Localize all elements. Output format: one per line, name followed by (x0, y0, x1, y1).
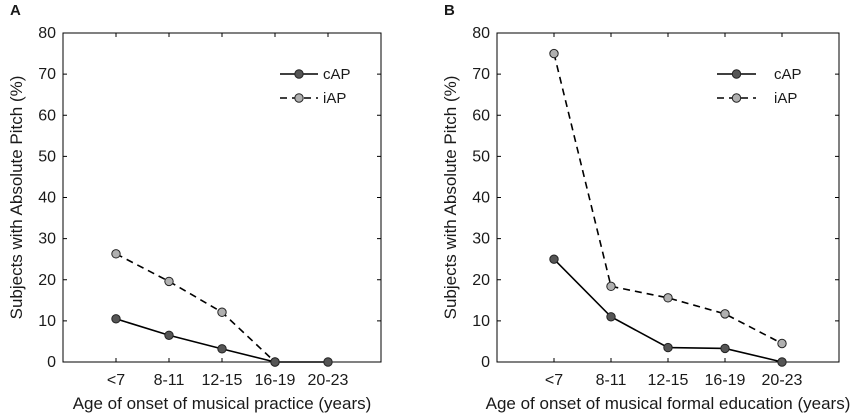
series-iap-point (549, 48, 559, 59)
legend-iap-marker (294, 93, 304, 103)
x-tick-label: 20-23 (762, 372, 803, 389)
legend-iap-marker (731, 93, 742, 103)
chart-panel-b: B 0 10 20 30 40 50 60 70 80 <7 8-11 12-15 16-19 20-23 A… (441, 2, 850, 413)
y-tick-label: 70 (38, 66, 56, 83)
series-iap-point (720, 309, 730, 319)
series-iap-line (553, 53, 783, 345)
series-iap-point (663, 293, 673, 303)
y-tick-label: 0 (481, 354, 490, 371)
series-cap-point (663, 342, 673, 353)
x-tick-label: 8-11 (154, 372, 185, 389)
series-iap-point (217, 307, 227, 317)
series-cap-point (606, 312, 616, 322)
series-iap-point (164, 276, 174, 287)
y-tick-label: 80 (472, 25, 490, 42)
series-cap-point (720, 343, 730, 354)
y-tick-label: 50 (38, 148, 56, 165)
series-cap-point (777, 357, 787, 367)
x-tick-label: 20-23 (308, 372, 349, 389)
series-cap-point (549, 254, 559, 264)
series-iap-line (115, 253, 276, 363)
y-axis-title: Subjects with Absolute Pitch (%) (7, 76, 26, 320)
y-tick-label: 80 (38, 25, 56, 42)
panel-letter: A (10, 2, 21, 19)
series-iap-point (606, 281, 616, 292)
y-tick-label: 30 (38, 231, 56, 248)
y-axis-title: Subjects with Absolute Pitch (%) (441, 76, 460, 320)
x-tick-label: 16-19 (705, 372, 746, 389)
y-tick-label: 30 (472, 231, 490, 248)
legend-iap-label: iAP (323, 90, 346, 107)
series-iap-point (111, 249, 121, 259)
series-cap-point (217, 344, 227, 354)
series-cap-point (270, 357, 280, 367)
legend-cap-label: cAP (323, 66, 351, 83)
series-cap-point (111, 314, 121, 324)
x-tick-label: <7 (107, 372, 125, 389)
y-tick-label: 60 (472, 107, 490, 124)
panel-letter: B (444, 2, 455, 19)
x-tick-label: 16-19 (255, 372, 296, 389)
x-tick-label: 8-11 (596, 372, 627, 389)
x-tick-label: <7 (545, 372, 563, 389)
y-tick-label: 40 (38, 190, 56, 207)
y-tick-label: 10 (38, 313, 56, 330)
legend-iap-label: iAP (774, 90, 797, 107)
x-axis-title: Age of onset of musical formal education… (486, 394, 851, 413)
x-tick-label: 12-15 (202, 372, 243, 389)
y-tick-label: 40 (472, 190, 490, 207)
y-tick-label: 50 (472, 148, 490, 165)
y-tick-label: 0 (47, 354, 56, 371)
series-iap-point (777, 338, 787, 349)
legend-cap-label: cAP (774, 66, 802, 83)
chart-panel-a: A 0 10 20 30 40 50 60 70 80 <7 8-11 12-15 16-19 20-23 A… (7, 2, 382, 413)
x-axis-title: Age of onset of musical practice (years) (73, 394, 372, 413)
series-cap-line (115, 318, 328, 363)
legend-cap-marker (731, 69, 742, 79)
y-tick-label: 20 (472, 272, 490, 289)
y-tick-label: 70 (472, 66, 490, 83)
y-tick-label: 20 (38, 272, 56, 289)
x-tick-label: 12-15 (648, 372, 689, 389)
legend-cap-marker (294, 69, 304, 79)
series-cap-point (164, 330, 174, 340)
y-tick-label: 60 (38, 107, 56, 124)
series-cap-point (323, 357, 333, 367)
y-tick-label: 10 (472, 313, 490, 330)
